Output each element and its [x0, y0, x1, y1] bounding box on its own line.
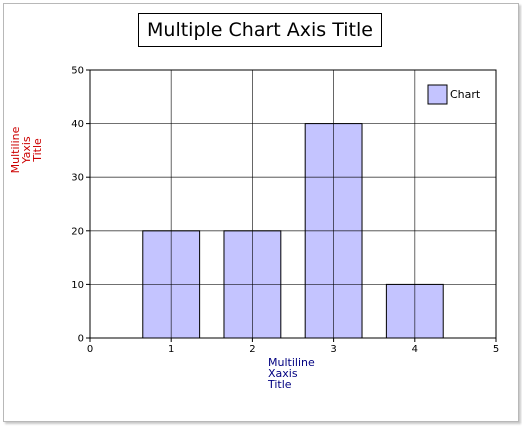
x-tick-label: 3: [330, 344, 336, 355]
chart-title-text: Multiple Chart Axis Title: [147, 19, 373, 41]
x-axis-label-line: Multiline: [268, 356, 315, 369]
x-tick-label: 1: [168, 344, 174, 355]
legend-label: Chart: [450, 88, 481, 101]
x-tick-label: 5: [493, 344, 499, 355]
y-tick-label: 0: [78, 334, 84, 345]
y-tick-label: 30: [71, 173, 84, 184]
x-axis-label-line: Xaxis: [268, 367, 298, 380]
legend-swatch: [427, 84, 448, 105]
x-tick-label: 2: [249, 344, 255, 355]
chart-title: Multiple Chart Axis Title: [138, 13, 382, 47]
x-axis-label: Multiline Xaxis Title: [268, 357, 315, 390]
plot-border: [89, 69, 497, 339]
x-axis-label-line: Title: [268, 378, 292, 391]
y-tick-label: 20: [71, 226, 84, 237]
y-tick-label: 40: [71, 119, 84, 130]
y-tick-label: 50: [71, 66, 84, 77]
x-tick-label: 4: [412, 344, 418, 355]
y-tick-label: 10: [71, 280, 84, 291]
x-tick-label: 0: [87, 344, 93, 355]
